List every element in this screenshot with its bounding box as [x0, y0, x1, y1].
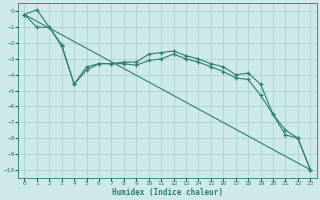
- X-axis label: Humidex (Indice chaleur): Humidex (Indice chaleur): [112, 188, 223, 197]
